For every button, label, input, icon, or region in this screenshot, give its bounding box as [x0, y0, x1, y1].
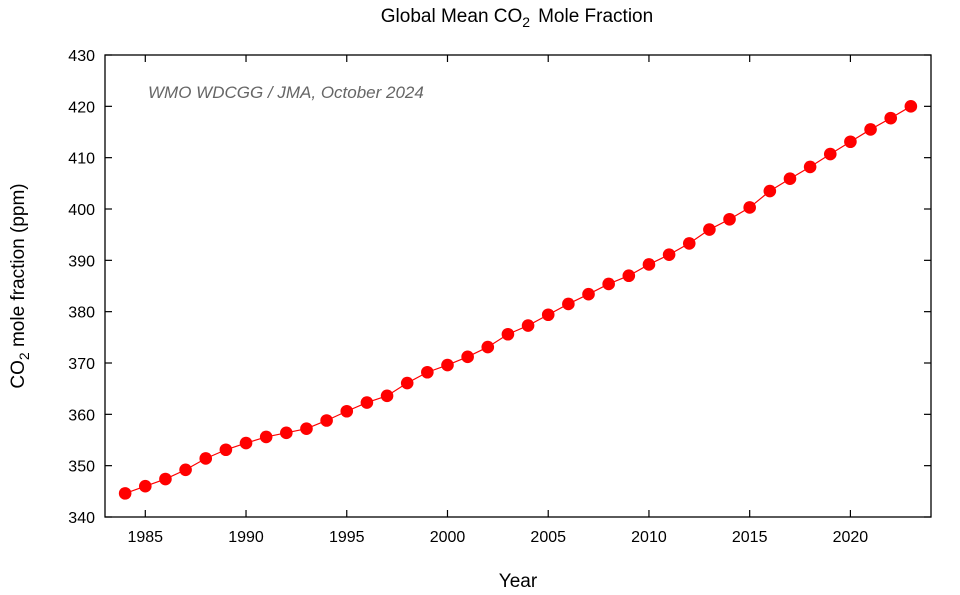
data-point: [300, 422, 313, 436]
data-point: [280, 426, 293, 440]
y-tick-label: 400: [68, 202, 95, 219]
data-point: [320, 414, 333, 427]
data-point: [441, 358, 454, 372]
y-axis-label: CO2 mole fraction (ppm): [8, 183, 32, 388]
data-point: [118, 487, 132, 500]
data-point: [723, 212, 736, 226]
chart-title: Global Mean CO2 Mole Fraction: [381, 6, 653, 30]
plot-frame: [104, 54, 932, 518]
data-point: [239, 436, 253, 450]
data-point: [703, 223, 716, 236]
data-point: [340, 404, 354, 418]
chart-title-post: Mole Fraction: [538, 6, 653, 27]
chart-title-pre: Global Mean CO: [381, 6, 523, 27]
x-tick-label: 2015: [732, 529, 768, 546]
x-tick-label: 2020: [833, 529, 869, 546]
series-line-group: [124, 105, 912, 494]
data-point: [662, 248, 676, 261]
y-tick-label: 410: [68, 151, 95, 168]
y-tick-label: 420: [68, 99, 95, 116]
data-point: [562, 297, 575, 311]
y-tick-label: 430: [68, 48, 95, 65]
y-tick-label: 350: [68, 459, 95, 476]
x-tick-label: 1995: [329, 529, 365, 546]
data-point: [602, 277, 615, 291]
data-point: [360, 396, 374, 409]
series-line: [124, 105, 912, 494]
data-point: [844, 135, 857, 149]
data-point: [763, 184, 777, 198]
x-tick-label: 2010: [631, 529, 667, 546]
y-tick-label: 390: [68, 253, 95, 270]
data-point: [259, 430, 273, 444]
y-tick-label: 370: [68, 356, 95, 373]
data-point: [904, 100, 918, 113]
data-point: [743, 201, 756, 214]
x-axis-label: Year: [499, 571, 538, 592]
data-point: [642, 258, 656, 271]
x-tick-label: 1990: [228, 529, 264, 546]
data-point: [219, 443, 233, 457]
data-point: [783, 172, 797, 186]
x-tick-label: 2000: [430, 529, 466, 546]
data-point: [481, 340, 495, 354]
x-axis-ticks: 1985 1990 1995 2000 2005 2010 2015 2020: [127, 55, 868, 546]
y-axis-label-post: mole fraction (ppm): [8, 183, 29, 352]
data-point: [179, 463, 192, 477]
credit-annotation: WMO WDCGG / JMA, October 2024: [148, 83, 424, 102]
data-point: [884, 111, 898, 125]
series-points-group: [118, 100, 918, 500]
data-point: [421, 365, 434, 379]
data-point: [380, 389, 394, 403]
data-point: [199, 452, 213, 465]
data-point: [501, 327, 515, 341]
x-tick-label: 2005: [530, 529, 566, 546]
data-point: [400, 376, 414, 390]
data-point: [159, 472, 172, 486]
data-point: [461, 350, 474, 364]
data-point: [582, 287, 595, 301]
y-axis-ticks: 340 350 360 370 380 390 400 410 420 430: [68, 48, 931, 527]
x-tick-label: 1985: [127, 529, 163, 546]
data-point: [521, 319, 535, 332]
y-tick-label: 380: [68, 305, 95, 322]
data-point: [864, 123, 877, 136]
y-axis-label-pre: CO: [8, 360, 29, 389]
y-tick-label: 340: [68, 510, 95, 527]
y-tick-label: 360: [68, 407, 95, 424]
chart-title-sub: 2: [522, 14, 530, 30]
data-point: [682, 237, 696, 250]
data-point: [803, 160, 817, 174]
y-axis-label-sub: 2: [16, 352, 32, 360]
data-point: [541, 308, 555, 322]
data-point: [823, 147, 837, 161]
data-point: [138, 479, 152, 493]
data-point: [622, 269, 636, 283]
